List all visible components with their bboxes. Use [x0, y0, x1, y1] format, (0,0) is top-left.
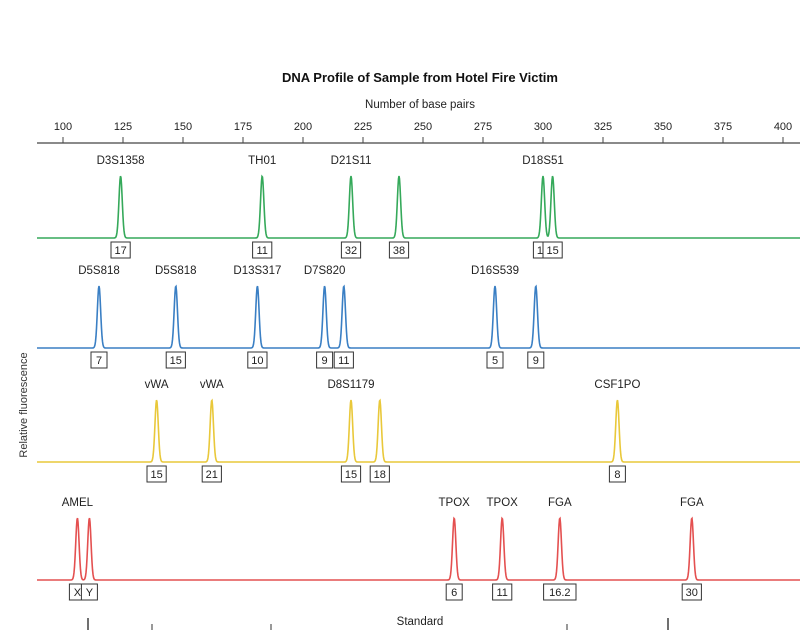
chart-title: DNA Profile of Sample from Hotel Fire Vi… [282, 70, 558, 85]
x-tick-label: 175 [234, 121, 252, 133]
allele-label: 15 [546, 245, 558, 257]
allele-label: 38 [393, 245, 405, 257]
x-tick-label: 400 [774, 121, 792, 133]
trace-green [37, 176, 800, 238]
locus-label: D7S820 [304, 265, 346, 277]
x-tick-label: 275 [474, 121, 492, 133]
allele-label: 21 [206, 469, 218, 481]
allele-label: Y [86, 587, 94, 599]
allele-label: 11 [496, 587, 507, 599]
locus-label: vWA [200, 379, 224, 391]
allele-label: 11 [338, 355, 349, 367]
trace-blue [37, 286, 800, 348]
allele-label: 7 [96, 355, 102, 367]
allele-label: 18 [374, 469, 386, 481]
locus-label: D16S539 [471, 265, 519, 277]
allele-label: 9 [322, 355, 328, 367]
locus-label: D13S317 [233, 265, 281, 277]
locus-label: FGA [680, 497, 704, 509]
locus-label: D3S1358 [97, 155, 145, 167]
allele-label: 15 [170, 355, 182, 367]
x-tick-label: 200 [294, 121, 312, 133]
x-tick-label: 125 [114, 121, 132, 133]
footer-ticks [88, 618, 668, 630]
allele-label: 8 [614, 469, 620, 481]
locus-label: TPOX [487, 497, 519, 509]
locus-label: D18S51 [522, 155, 564, 167]
x-tick-label: 350 [654, 121, 672, 133]
trace-yellow [37, 400, 800, 462]
x-axis-label: Number of base pairs [365, 99, 475, 111]
locus-label: vWA [145, 379, 169, 391]
allele-label: 5 [492, 355, 498, 367]
trace-red [37, 518, 800, 580]
allele-label: 11 [256, 245, 267, 257]
locus-label: D5S818 [155, 265, 197, 277]
locus-label: CSF1PO [594, 379, 640, 391]
x-tick-label: 100 [54, 121, 72, 133]
allele-label: 6 [451, 587, 457, 599]
x-axis: 100 125 150 175 200 225 250 275 300 325 350 375 400 [37, 121, 800, 143]
allele-label: 30 [686, 587, 698, 599]
allele-label: X [74, 587, 82, 599]
locus-label: FGA [548, 497, 572, 509]
allele-label: 15 [345, 469, 357, 481]
x-tick-label: 300 [534, 121, 552, 133]
y-axis-label: Relative fluorescence [18, 352, 30, 457]
locus-label: D5S818 [78, 265, 120, 277]
locus-label: AMEL [62, 497, 94, 509]
allele-label: 32 [345, 245, 357, 257]
x-tick-label: 325 [594, 121, 612, 133]
locus-label: D8S1179 [327, 379, 374, 391]
allele-label: 17 [114, 245, 126, 257]
x-tick-label: 150 [174, 121, 192, 133]
allele-label: 16.2 [549, 587, 570, 599]
x-tick-label: 375 [714, 121, 732, 133]
allele-label: 10 [251, 355, 263, 367]
traces: D3S135817TH0111D21S113238D18S511415D5S81… [37, 155, 800, 600]
allele-label: 15 [150, 469, 162, 481]
allele-label: 9 [533, 355, 539, 367]
standard-label: Standard [397, 616, 444, 628]
x-tick-label: 225 [354, 121, 372, 133]
locus-label: D21S11 [331, 155, 372, 167]
x-tick-label: 250 [414, 121, 432, 133]
locus-label: TPOX [439, 497, 471, 509]
locus-label: TH01 [248, 155, 276, 167]
